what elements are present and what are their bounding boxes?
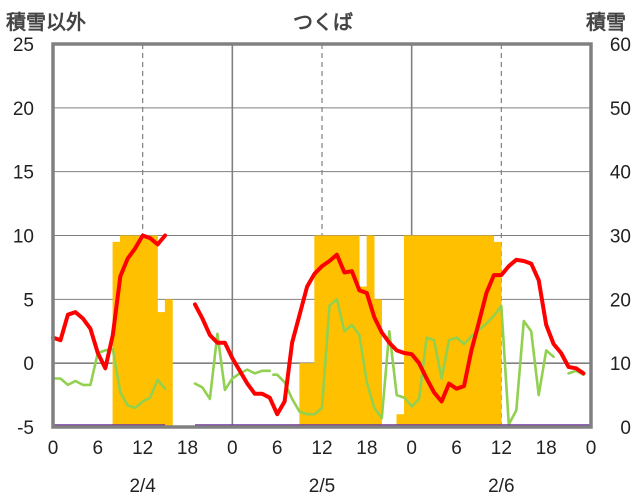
snow-depth-bar [403, 235, 412, 427]
snow-depth-bar [321, 235, 330, 427]
x-tick-label: 0 [227, 438, 238, 459]
snow-depth-bar [314, 235, 323, 427]
snow-depth-bar [411, 235, 420, 427]
snow-depth-bar [493, 241, 502, 427]
left-tick-label: 20 [13, 99, 34, 120]
snow-depth-bar [120, 235, 128, 427]
left-tick-label: 10 [13, 227, 34, 248]
snow-depth-bar [329, 235, 338, 427]
x-tick-label: 18 [356, 438, 377, 459]
snow-depth-bar [142, 235, 151, 427]
left-tick-label: 5 [23, 290, 34, 311]
snow-depth-bar [149, 235, 158, 427]
snow-depth-bar [344, 235, 353, 427]
green-series-line [272, 297, 555, 426]
snow-depth-bar [157, 312, 166, 427]
x-tick-label: 12 [311, 438, 332, 459]
right-tick-label: 20 [610, 290, 631, 311]
x-tick-label: 0 [586, 438, 597, 459]
snow-depth-bar [463, 235, 472, 427]
snow-depth-bar [396, 414, 405, 427]
snow-depth-bar [164, 299, 173, 427]
snow-depth-bar [418, 235, 427, 427]
x-tick-label: 12 [132, 438, 153, 459]
snow-depth-bar [299, 363, 308, 427]
right-tick-label: 30 [610, 227, 631, 248]
snow-depth-bar [127, 235, 136, 427]
x-tick-label: 6 [272, 438, 283, 459]
left-tick-label: 0 [23, 354, 34, 375]
right-tick-label: 40 [610, 163, 631, 184]
snow-depth-bar [112, 241, 121, 427]
chart-title: つくば [293, 10, 353, 34]
snow-depth-bar [374, 299, 382, 427]
right-tick-label: 50 [610, 99, 631, 120]
x-tick-label: 18 [177, 438, 198, 459]
date-label: 2/5 [309, 476, 335, 497]
snow-depth-bar [448, 235, 457, 427]
right-tick-label: 10 [610, 354, 631, 375]
left-tick-label: 25 [13, 35, 34, 56]
left-axis-title: 積雪以外 [6, 10, 86, 34]
snow-depth-bar [486, 235, 495, 427]
red-series-line [193, 252, 586, 417]
x-tick-label: 6 [93, 438, 104, 459]
axis-labels: -5 0 5 10 15 20 25 0 10 20 30 40 50 60 0 6 12 18 0 6 12 18 0 6 1… [13, 35, 631, 497]
date-label: 2/4 [129, 476, 156, 497]
red-series-line [51, 233, 168, 371]
snow-depth-bar [456, 235, 465, 427]
plot-border [51, 42, 593, 429]
right-axis-title: 積雪 [586, 10, 626, 34]
snow-depth-bar [134, 235, 143, 427]
snow-depth-bar [433, 235, 442, 427]
snow-depth-bar [366, 235, 375, 427]
snow-depth-bar [306, 363, 315, 427]
snow-depth-bar [426, 235, 435, 427]
right-tick-label: 0 [620, 418, 631, 439]
x-tick-label: 0 [406, 438, 417, 459]
green-series-line [193, 332, 272, 401]
snow-depth-bar [441, 235, 450, 427]
date-label: 2/6 [488, 476, 514, 497]
snow-depth-bar [336, 235, 345, 427]
x-tick-label: 18 [536, 438, 557, 459]
x-tick-label: 6 [451, 438, 462, 459]
snow-depth-bar [478, 235, 487, 427]
plot-frame [51, 42, 593, 429]
right-tick-label: 60 [610, 35, 631, 56]
x-tick-label: 12 [491, 438, 512, 459]
left-tick-label: 15 [13, 163, 34, 184]
left-tick-label: -5 [17, 418, 34, 439]
x-tick-label: 0 [48, 438, 59, 459]
